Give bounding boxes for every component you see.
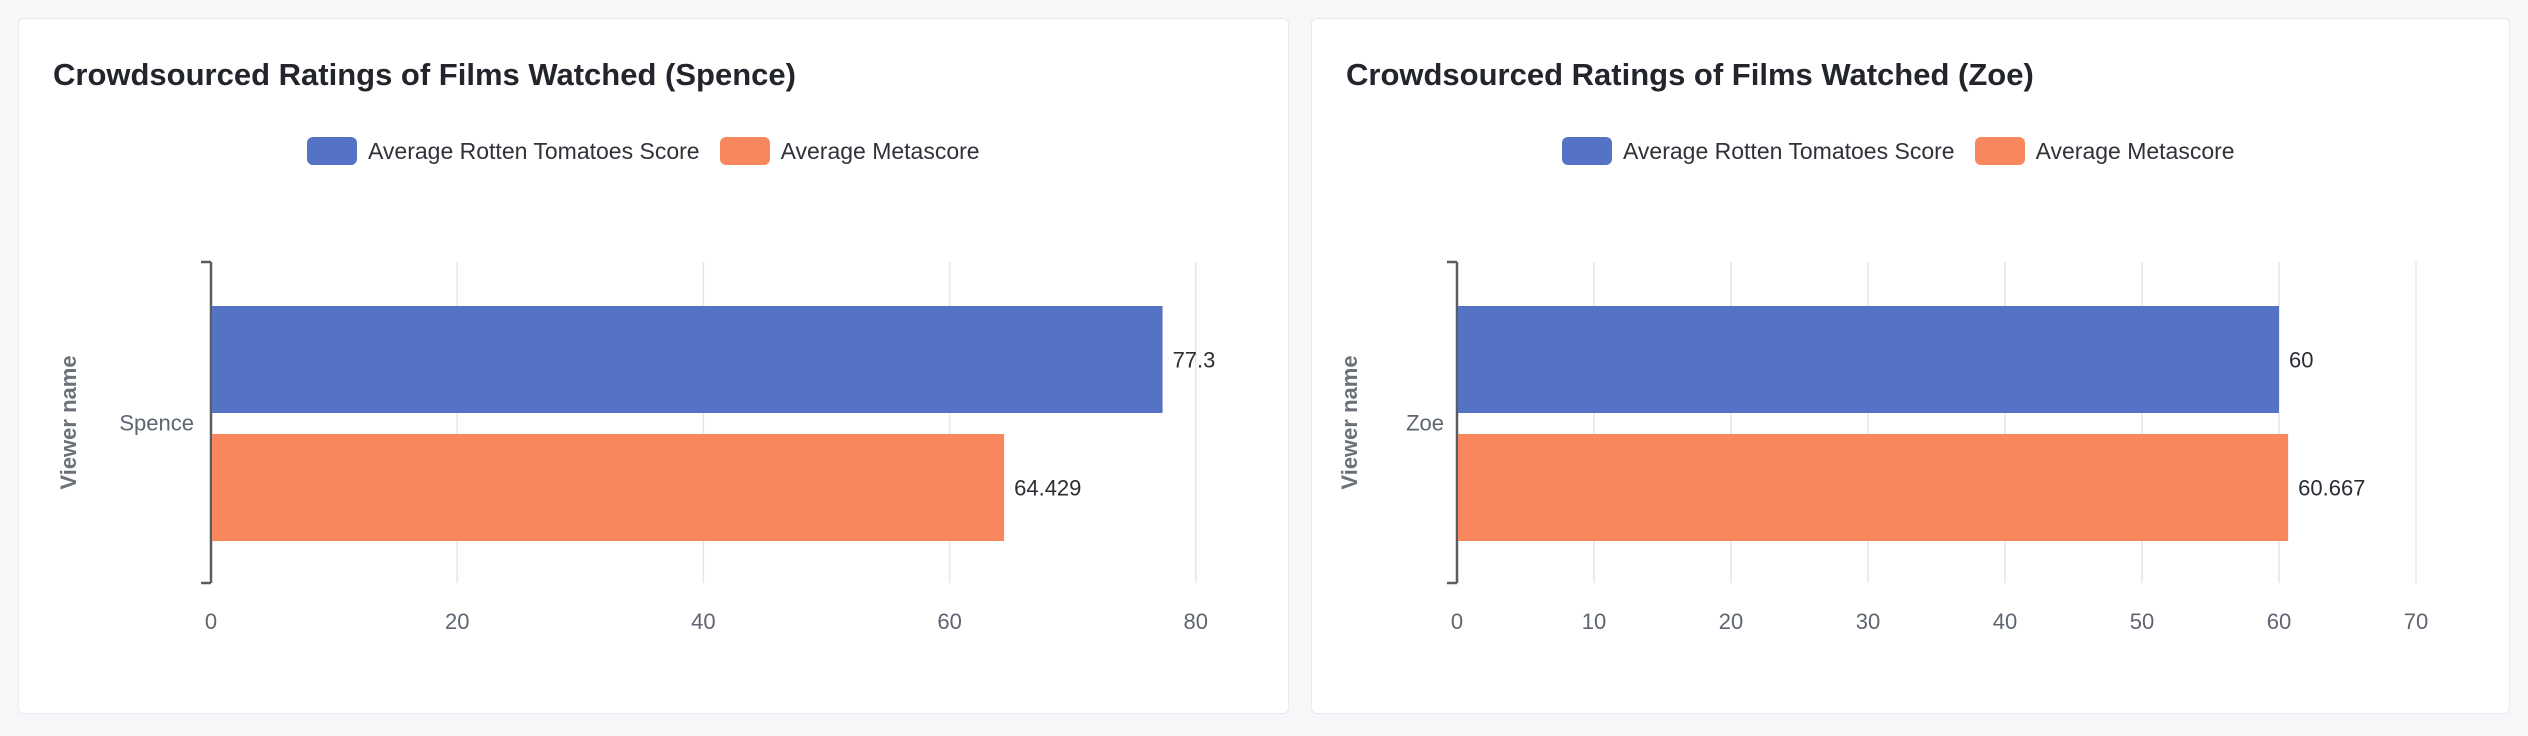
category-label: Spence	[119, 411, 194, 436]
x-tick-label: 80	[1184, 609, 1208, 634]
chart-title: Crowdsourced Ratings of Films Watched (Z…	[1346, 57, 2034, 92]
x-tick-label: 40	[1993, 609, 2017, 634]
legend-label: Average Metascore	[2035, 137, 2235, 164]
legend-swatch-rotten-tomatoes	[1562, 137, 1612, 165]
chart-title: Crowdsourced Ratings of Films Watched (S…	[53, 57, 796, 92]
legend-swatch-rotten-tomatoes	[307, 137, 357, 165]
bar-chart-plot: 0 10 20 30 40 50 60 70 Zoe Viewer name 60 60.667	[1337, 260, 2428, 634]
bar	[1458, 434, 2289, 541]
x-tick-label: 40	[691, 609, 715, 634]
x-tick-label: 50	[2130, 609, 2154, 634]
bar	[212, 434, 1005, 541]
chart-card-zoe: Crowdsourced Ratings of Films Watched (Z…	[1311, 18, 2510, 714]
x-tick-label: 60	[2267, 609, 2291, 634]
bar	[212, 306, 1163, 413]
legend-item-metascore[interactable]: Average Metascore	[719, 137, 980, 165]
chart-legend: Average Rotten Tomatoes Score Average Me…	[1562, 133, 2235, 169]
legend-label: Average Metascore	[780, 137, 980, 164]
legend-item-rotten-tomatoes[interactable]: Average Rotten Tomatoes Score	[1562, 137, 1955, 165]
data-label: 64.429	[1014, 476, 1081, 501]
chart-legend: Average Rotten Tomatoes Score Average Me…	[307, 133, 980, 169]
x-tick-label: 0	[1451, 609, 1463, 634]
y-axis-title: Viewer name	[56, 355, 81, 489]
legend-label: Average Rotten Tomatoes Score	[368, 137, 700, 164]
legend-swatch-metascore	[719, 137, 770, 165]
legend-item-metascore[interactable]: Average Metascore	[1974, 137, 2235, 165]
y-axis-title: Viewer name	[1337, 355, 1362, 489]
x-tick-label: 0	[205, 609, 217, 634]
legend-item-rotten-tomatoes[interactable]: Average Rotten Tomatoes Score	[307, 137, 700, 165]
x-tick-label: 10	[1582, 609, 1606, 634]
category-label: Zoe	[1406, 411, 1444, 436]
chart-card-spence: Crowdsourced Ratings of Films Watched (S…	[18, 18, 1289, 714]
data-label: 60	[2289, 348, 2313, 373]
legend-label: Average Rotten Tomatoes Score	[1623, 137, 1955, 164]
x-tick-label: 70	[2404, 609, 2428, 634]
x-tick-label: 30	[1856, 609, 1880, 634]
data-label: 77.3	[1173, 348, 1216, 373]
bar	[1458, 306, 2279, 413]
x-tick-label: 60	[937, 609, 961, 634]
data-label: 60.667	[2298, 476, 2365, 501]
x-tick-label: 20	[445, 609, 469, 634]
x-tick-label: 20	[1719, 609, 1743, 634]
legend-swatch-metascore	[1974, 137, 2025, 165]
bar-chart-plot: 0 20 40 60 80 Spence Viewer name 77.3 64.429	[56, 260, 1216, 634]
